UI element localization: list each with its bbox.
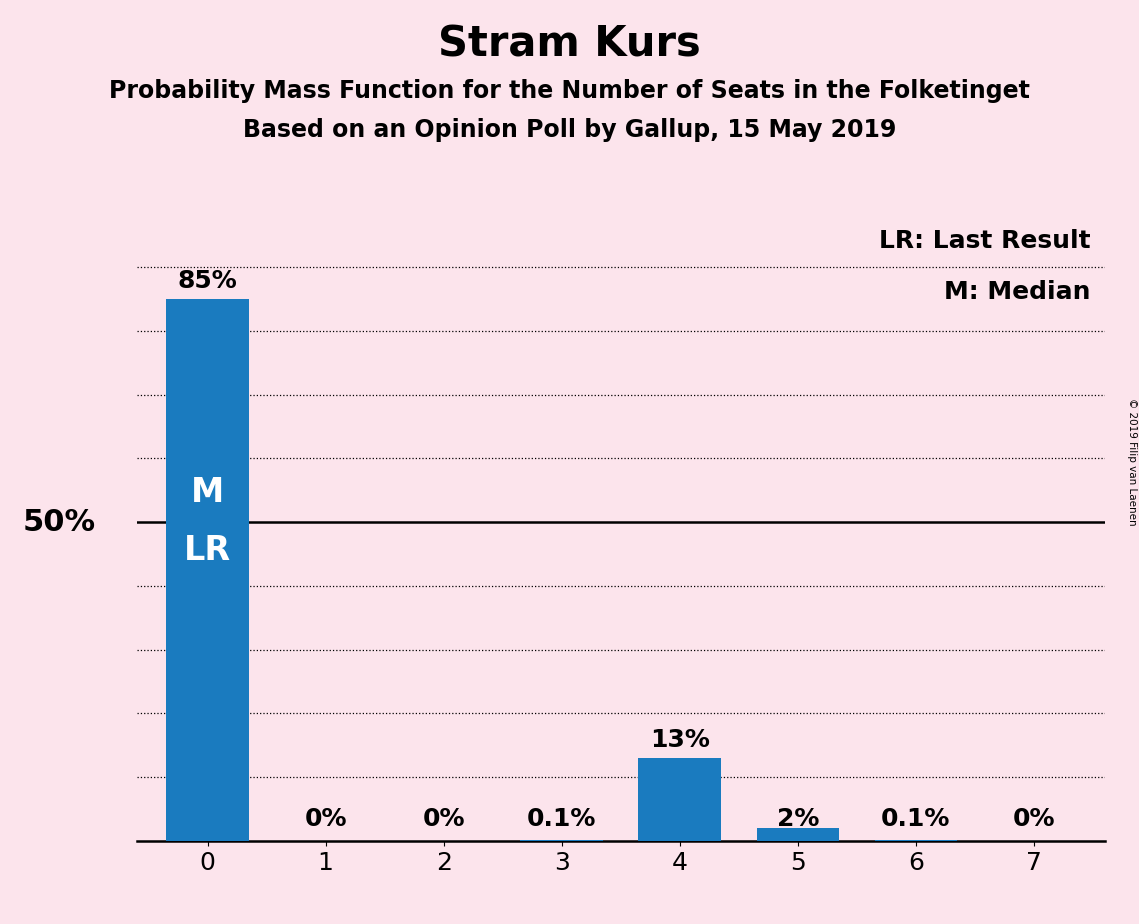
Text: Based on an Opinion Poll by Gallup, 15 May 2019: Based on an Opinion Poll by Gallup, 15 M… <box>243 118 896 142</box>
Text: 2%: 2% <box>777 808 819 832</box>
Text: 0%: 0% <box>304 808 347 832</box>
Text: 0.1%: 0.1% <box>527 808 597 832</box>
Text: 0%: 0% <box>423 808 465 832</box>
Text: LR: LR <box>185 534 231 566</box>
Bar <box>639 758 721 841</box>
Bar <box>756 828 839 841</box>
Text: M: Median: M: Median <box>944 280 1090 304</box>
Text: 13%: 13% <box>650 727 710 751</box>
Text: 0%: 0% <box>1013 808 1055 832</box>
Bar <box>166 299 248 841</box>
Text: 85%: 85% <box>178 269 237 293</box>
Text: 0.1%: 0.1% <box>882 808 951 832</box>
Text: LR: Last Result: LR: Last Result <box>878 229 1090 253</box>
Text: 50%: 50% <box>23 507 96 537</box>
Text: © 2019 Filip van Laenen: © 2019 Filip van Laenen <box>1126 398 1137 526</box>
Text: M: M <box>191 476 224 509</box>
Text: Stram Kurs: Stram Kurs <box>439 23 700 65</box>
Text: Probability Mass Function for the Number of Seats in the Folketinget: Probability Mass Function for the Number… <box>109 79 1030 103</box>
